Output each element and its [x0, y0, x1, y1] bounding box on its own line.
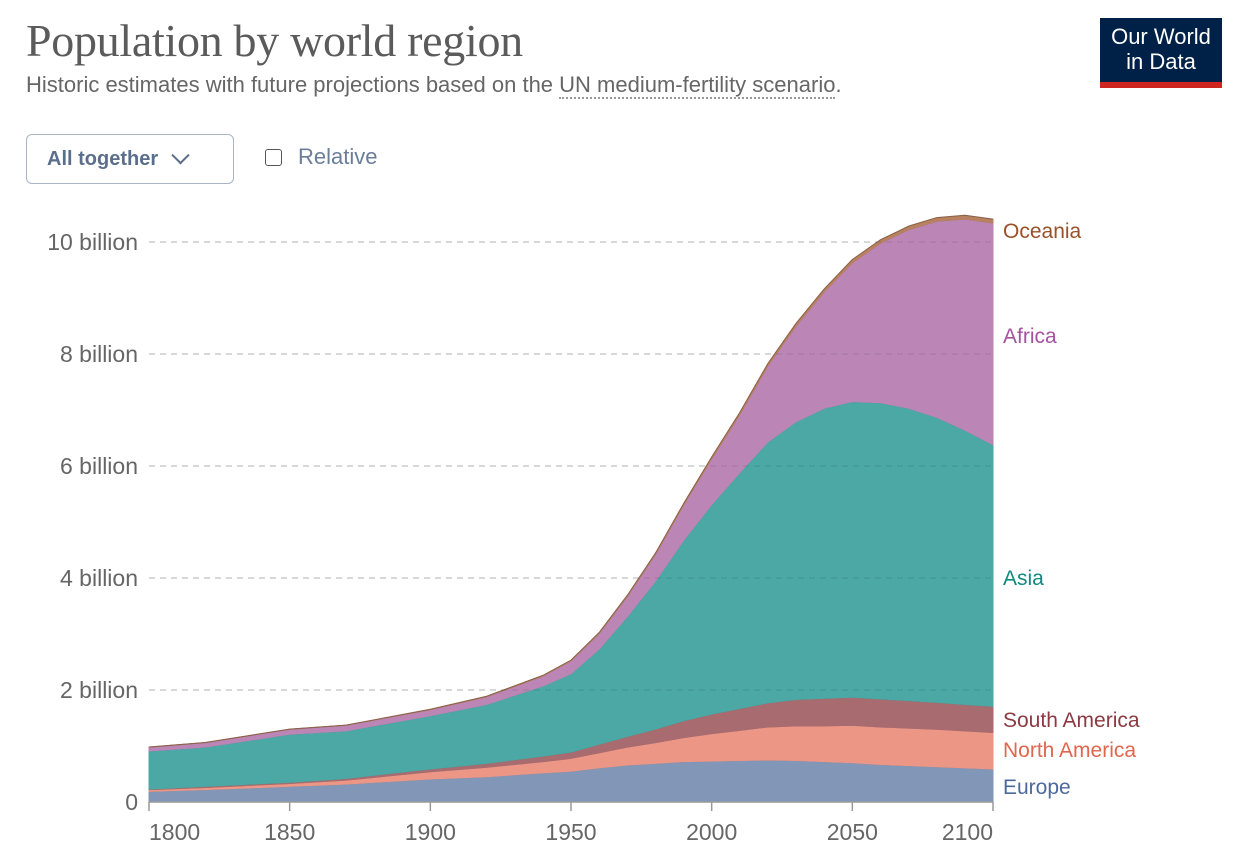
series-label-oceania: Oceania [1003, 220, 1082, 243]
checkbox-icon[interactable] [265, 148, 282, 166]
chart-subtitle: Historic estimates with future projectio… [26, 72, 842, 99]
dropdown-value: All together [47, 147, 159, 170]
relative-checkbox[interactable]: Relative [265, 144, 377, 170]
relative-label: Relative [298, 144, 378, 169]
series-label-europe: Europe [1003, 776, 1071, 799]
area-edge [148, 214, 994, 748]
stacking-mode-dropdown[interactable]: All together [26, 134, 234, 184]
logo-line1: Our World [1111, 24, 1211, 49]
series-label-africa: Africa [1003, 325, 1057, 348]
x-tick-label: 1800 [149, 819, 200, 845]
y-tick-label: 2 billion [60, 677, 138, 703]
series-label-south-america: South America [1003, 709, 1140, 732]
y-tick-label: 6 billion [60, 453, 138, 479]
chart-title: Population by world region [26, 15, 523, 66]
un-scenario-link[interactable]: UN medium-fertility scenario [559, 72, 836, 99]
x-tick-label: 2000 [686, 819, 737, 845]
subtitle-end: . [835, 72, 842, 97]
x-tick-label: 2100 [942, 819, 993, 845]
y-tick-label: 8 billion [60, 341, 138, 367]
x-tick-label: 1900 [405, 819, 456, 845]
y-tick-label: 0 [125, 789, 138, 815]
x-tick-label: 1850 [264, 819, 315, 845]
area-oceania [148, 214, 994, 748]
y-tick-label: 4 billion [60, 565, 138, 591]
logo-bar [1100, 82, 1222, 88]
y-tick-label: 10 billion [47, 229, 138, 255]
owid-logo[interactable]: Our World in Data [1100, 18, 1222, 88]
logo-line2: in Data [1126, 49, 1196, 74]
x-tick-label: 1950 [545, 819, 596, 845]
subtitle-text: Historic estimates with future projectio… [26, 72, 560, 97]
series-label-asia: Asia [1003, 567, 1044, 590]
series-label-north-america: North America [1003, 739, 1136, 762]
x-tick-label: 2050 [827, 819, 878, 845]
